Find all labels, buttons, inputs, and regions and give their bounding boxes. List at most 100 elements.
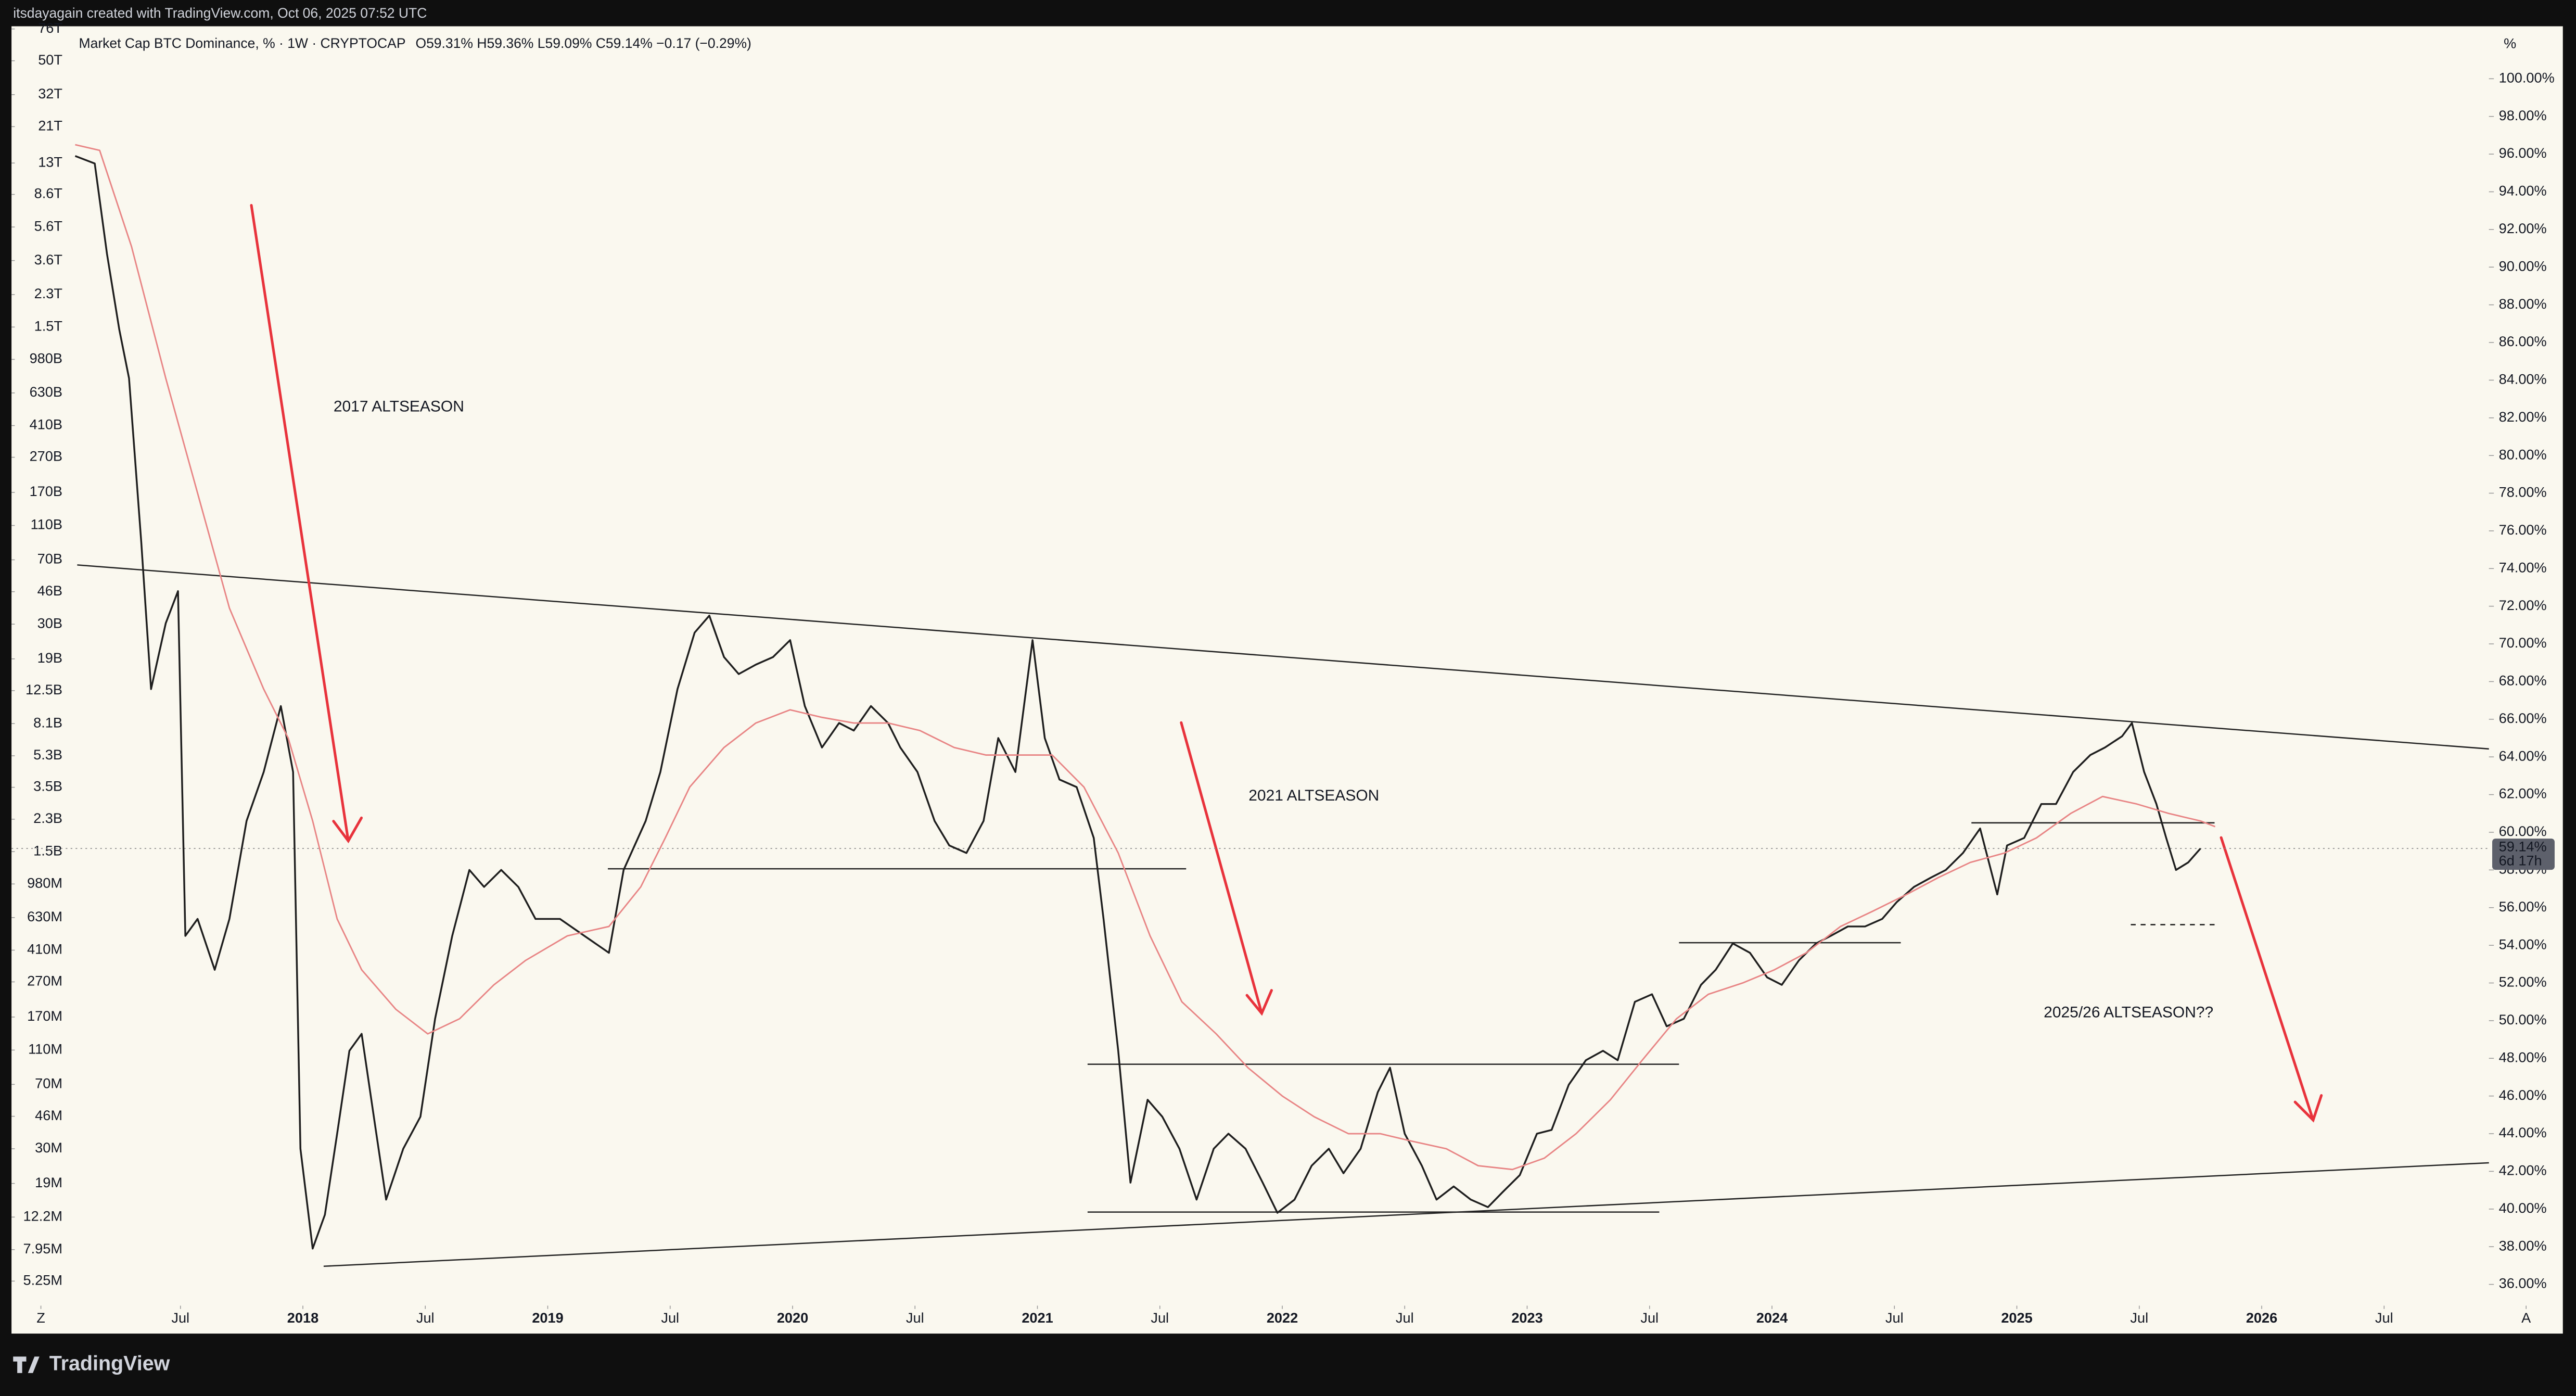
price-tag: [2492, 839, 2555, 870]
y2-tick-label: 410M: [27, 941, 62, 957]
y-tick-label: 70.00%: [2499, 634, 2547, 651]
y-tick-label: 72.00%: [2499, 597, 2547, 613]
y2-tick-label: 50T: [38, 52, 62, 68]
x-tick-label: 2025: [2001, 1310, 2032, 1326]
arrow: [2220, 836, 2315, 1122]
y2-tick-label: 5.25M: [23, 1272, 62, 1288]
arrow: [250, 204, 350, 843]
y2-tick-label: 2.3T: [34, 285, 62, 301]
x-tick-label: 2018: [287, 1310, 318, 1326]
x-tick-label: Jul: [171, 1310, 189, 1326]
y-tick-label: 86.00%: [2499, 333, 2547, 349]
x-tick-label: Jul: [1640, 1310, 1659, 1326]
x-tick-label: 2024: [1756, 1310, 1788, 1326]
x-tick-label: Jul: [906, 1310, 924, 1326]
y2-tick-label: 30B: [37, 615, 62, 631]
y2-tick-label: 980B: [30, 350, 62, 366]
x-tick-label: Z: [36, 1310, 45, 1326]
x-tick-label: 2019: [532, 1310, 563, 1326]
y2-tick-label: 32T: [38, 85, 62, 101]
y2-tick-label: 410B: [30, 416, 62, 433]
y2-tick-label: 270B: [30, 448, 62, 464]
y2-tick-label: 13T: [38, 154, 62, 170]
annotation: 2017 ALTSEASON: [334, 398, 464, 415]
y2-tick-label: 170B: [30, 483, 62, 499]
logo-mark: [13, 1356, 40, 1373]
y-tick-label: 92.00%: [2499, 220, 2547, 236]
y-tick-label: 52.00%: [2499, 974, 2547, 990]
series-line: [75, 144, 2216, 1171]
x-tick-label: Jul: [2375, 1310, 2393, 1326]
y-tick-label: 96.00%: [2499, 145, 2547, 161]
y-tick-label: 84.00%: [2499, 371, 2547, 387]
x-tick-label: 2022: [1267, 1310, 1298, 1326]
y2-tick-label: 5.6T: [34, 218, 62, 234]
y-tick-label: 98.00%: [2499, 107, 2547, 123]
trend-line: [323, 1162, 2489, 1267]
y2-tick-label: 3.6T: [34, 251, 62, 268]
credit: itsdayagain created with TradingView.com…: [13, 5, 427, 21]
y-tick-label: 88.00%: [2499, 296, 2547, 312]
x-tick-label: Jul: [2130, 1310, 2148, 1326]
logo: TradingView: [13, 1352, 170, 1375]
y2-tick-label: 630B: [30, 384, 62, 400]
series-name: Market Cap BTC Dominance, % · 1W · CRYPT…: [79, 35, 406, 51]
y2-tick-label: 70M: [35, 1075, 62, 1092]
x-tick-label: 2020: [777, 1310, 808, 1326]
arrows: [250, 204, 2323, 1123]
y-tick-label: 48.00%: [2499, 1049, 2547, 1065]
y2-tick-label: 270M: [27, 973, 62, 989]
y2-tick-label: 70B: [37, 551, 62, 567]
y2-tick-label: 21T: [38, 117, 62, 133]
trend-line: [77, 564, 2489, 750]
y-tick-label: 94.00%: [2499, 183, 2547, 199]
y2-tick-label: 12.5B: [25, 681, 62, 697]
y-tick-label: 74.00%: [2499, 559, 2547, 575]
y-tick-label: 68.00%: [2499, 672, 2547, 689]
y-tick-label: 60.00%: [2499, 823, 2547, 839]
y2-tick-label: 19B: [37, 650, 62, 666]
arrow-head: [332, 816, 363, 844]
annotation: 2025/26 ALTSEASON??: [2044, 1004, 2213, 1021]
y2-tick-label: 2.3B: [33, 810, 62, 826]
ohlc: O59.31% H59.36% L59.09% C59.14% −0.17 (−…: [415, 35, 751, 51]
y2-tick-label: 8.6T: [34, 185, 62, 201]
chart-pane: [11, 26, 2563, 1334]
y2-tick-label: 630M: [27, 908, 62, 924]
x-tick-label: A: [2521, 1310, 2531, 1326]
price-tag-label: 59.14%: [2499, 839, 2547, 855]
arrow: [1180, 721, 1264, 1015]
y-tick-label: 66.00%: [2499, 710, 2547, 726]
logo-text: TradingView: [49, 1352, 170, 1375]
y-tick-label: 54.00%: [2499, 936, 2547, 952]
arrow-head: [1245, 989, 1273, 1016]
y2-tick-label: 46B: [37, 582, 62, 599]
y2-tick-label: 8.1B: [33, 714, 62, 730]
y-tick-label: 42.00%: [2499, 1162, 2547, 1178]
x-tick-label: 2026: [2246, 1310, 2277, 1326]
y2-tick-label: 3.5B: [33, 778, 62, 794]
arrow-head: [2293, 1094, 2323, 1123]
legend: Market Cap BTC Dominance, % · 1W · CRYPT…: [79, 35, 751, 51]
y-tick-label: 62.00%: [2499, 785, 2547, 802]
y-tick-label: 44.00%: [2499, 1124, 2547, 1140]
y-tick-label: 80.00%: [2499, 446, 2547, 462]
y2-tick-label: 980M: [27, 874, 62, 891]
series-line: [74, 155, 2201, 1250]
y2-tick-label: 110B: [31, 516, 62, 532]
y-tick-label: 82.00%: [2499, 409, 2547, 425]
y2-tick-label: 1.5T: [34, 318, 62, 334]
right-axis-unit: %: [2504, 35, 2516, 51]
x-tick-label: Jul: [1396, 1310, 1414, 1326]
y2-tick-label: 19M: [35, 1174, 62, 1190]
drawings: [77, 564, 2489, 1267]
y2-tick-label: 1.5B: [33, 842, 62, 858]
y-tick-label: 50.00%: [2499, 1011, 2547, 1027]
x-tick-label: Jul: [661, 1310, 679, 1326]
y-tick-label: 78.00%: [2499, 484, 2547, 500]
annotation: 2021 ALTSEASON: [1248, 787, 1379, 804]
x-tick-label: Jul: [1885, 1310, 1904, 1326]
y2-tick-label: 30M: [35, 1139, 62, 1156]
y-tick-label: 46.00%: [2499, 1087, 2547, 1103]
